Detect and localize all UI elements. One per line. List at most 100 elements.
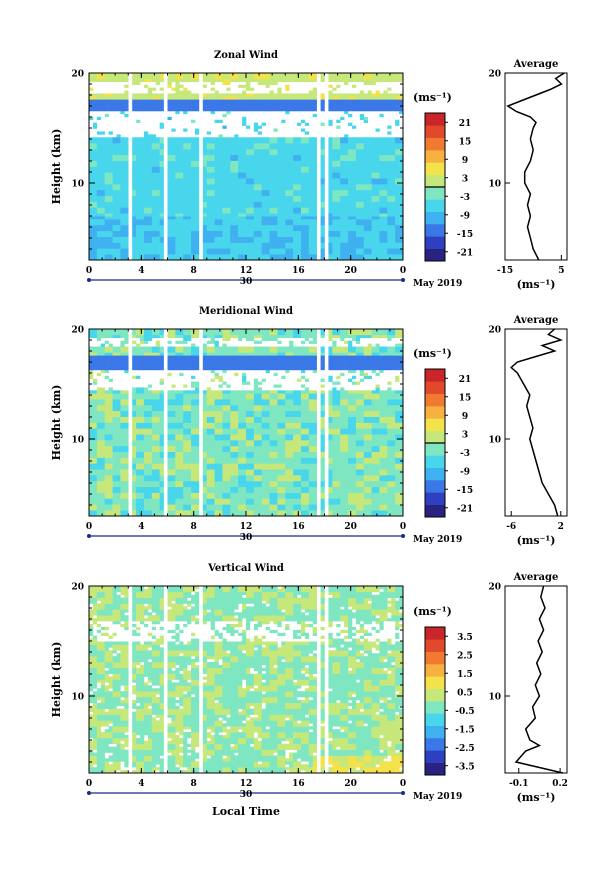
- heatmap-cell: [147, 207, 153, 211]
- heatmap-cell: [124, 154, 129, 159]
- heatmap-cell: [108, 434, 113, 438]
- heatmap-cell: [273, 163, 278, 167]
- heatmap-cell: [151, 166, 157, 170]
- heatmap-cell: [387, 227, 392, 232]
- heatmap-cell: [116, 460, 121, 464]
- heatmap-cell: [399, 248, 404, 252]
- heatmap-cell: [202, 163, 208, 167]
- heatmap-cell: [395, 122, 400, 126]
- heatmap-cell: [202, 154, 208, 159]
- heatmap-cell: [202, 245, 208, 249]
- heatmap-cell: [340, 102, 345, 106]
- heatmap-cell: [328, 84, 333, 88]
- heatmap-cell: [344, 254, 349, 258]
- heatmap-cell: [300, 119, 306, 123]
- heatmap-cell: [257, 178, 262, 182]
- heatmap-cell: [171, 192, 176, 197]
- heatmap-cell: [285, 184, 290, 188]
- heatmap-cell: [348, 157, 353, 161]
- heatmap-cell: [367, 163, 372, 167]
- heatmap-cell: [285, 99, 290, 103]
- heatmap-cell: [304, 248, 310, 252]
- heatmap-cell: [359, 245, 365, 249]
- heatmap-cell: [312, 239, 317, 243]
- heatmap-cell: [96, 227, 102, 232]
- heatmap-cell: [320, 189, 325, 194]
- heatmap-cell: [399, 146, 404, 150]
- heatmap-cell: [308, 102, 314, 106]
- heatmap-cell: [202, 222, 208, 226]
- heatmap-cell: [222, 254, 227, 258]
- heatmap-cell: [143, 366, 149, 371]
- heatmap-cell: [304, 75, 310, 80]
- heatmap-cell: [132, 73, 137, 77]
- heatmap-cell: [147, 189, 153, 194]
- heatmap-cell: [136, 78, 141, 83]
- day-label: 30: [240, 277, 253, 287]
- heatmap-cell: [238, 93, 243, 97]
- heatmap-cell: [246, 73, 251, 77]
- heatmap-cell: [147, 75, 153, 80]
- heatmap-cell: [312, 227, 317, 232]
- heatmap-cell: [187, 137, 192, 141]
- heatmap-cell: [351, 210, 357, 214]
- heatmap-cell: [320, 254, 325, 258]
- heatmap-cell: [147, 410, 153, 415]
- heatmap-cell: [214, 154, 219, 159]
- heatmap-cell: [273, 184, 278, 188]
- heatmap-cell: [320, 245, 325, 249]
- heatmap-cell: [108, 390, 113, 394]
- heatmap-cell: [253, 172, 259, 176]
- heatmap-cell: [191, 181, 196, 185]
- profile-title: Average: [513, 59, 559, 70]
- heatmap-cell: [183, 198, 188, 202]
- heatmap-cell: [210, 224, 215, 229]
- heatmap-cell: [391, 222, 396, 226]
- heatmap-cell: [375, 163, 380, 167]
- heatmap-cell: [147, 352, 153, 356]
- heatmap-cell: [230, 137, 235, 141]
- heatmap-cell: [222, 184, 227, 188]
- heatmap-cell: [116, 108, 121, 112]
- heatmap-cell: [265, 166, 270, 170]
- heatmap-cell: [104, 207, 109, 211]
- heatmap-cell: [375, 172, 380, 176]
- heatmap-cell: [120, 440, 125, 444]
- heatmap-cell: [167, 219, 172, 223]
- heatmap-cell: [218, 189, 223, 194]
- heatmap-cell: [249, 219, 255, 223]
- heatmap-cell: [171, 245, 176, 249]
- heatmap-cell: [108, 466, 113, 470]
- heatmap-cell: [230, 172, 235, 176]
- heatmap-cell: [187, 169, 192, 173]
- heatmap-cell: [261, 233, 266, 237]
- heatmap-cell: [136, 352, 141, 356]
- heatmap-cell: [285, 151, 290, 156]
- heatmap-cell: [348, 207, 353, 211]
- heatmap-cell: [253, 184, 259, 188]
- heatmap-cell: [116, 198, 121, 202]
- heatmap-cell: [104, 251, 109, 255]
- heatmap-cell: [100, 105, 105, 109]
- heatmap-cell: [108, 154, 113, 159]
- heatmap-cell: [332, 73, 337, 77]
- heatmap-cell: [261, 108, 266, 112]
- heatmap-cell: [155, 178, 160, 182]
- heatmap-cell: [367, 108, 372, 112]
- heatmap-cell: [136, 428, 141, 432]
- heatmap-cell: [249, 160, 255, 164]
- heatmap-cell: [108, 416, 113, 420]
- heatmap-cell: [167, 192, 172, 197]
- heatmap-cell: [359, 166, 365, 170]
- heatmap-cell: [187, 236, 192, 240]
- heatmap-cell: [234, 224, 239, 229]
- heatmap-cell: [147, 143, 153, 147]
- heatmap-cell: [230, 207, 235, 211]
- heatmap-cell: [281, 148, 286, 153]
- heatmap-cell: [116, 492, 121, 496]
- heatmap-cell: [89, 413, 94, 417]
- heatmap-cell: [399, 222, 404, 226]
- heatmap-cell: [371, 186, 376, 191]
- heatmap-cell: [116, 210, 121, 214]
- heatmap-cell: [218, 172, 223, 176]
